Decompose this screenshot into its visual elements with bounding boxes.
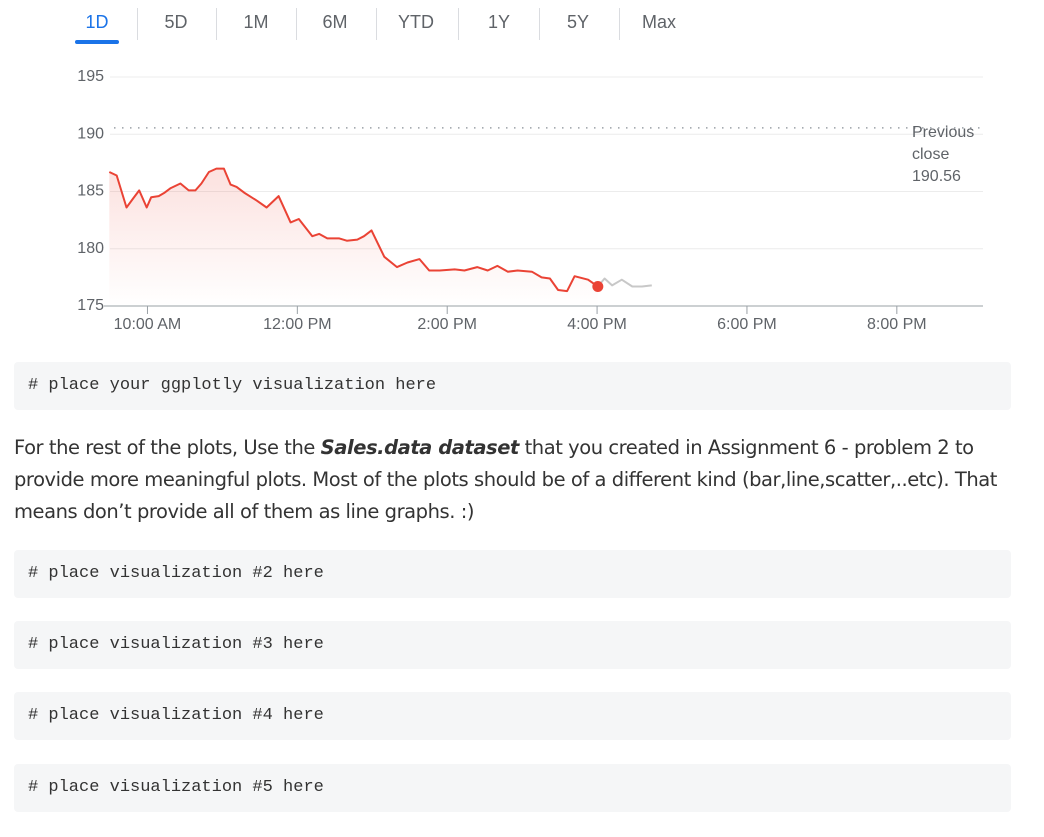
range-tab[interactable]: 1M (243, 12, 269, 32)
range-tab[interactable]: Max (641, 12, 676, 32)
emphasis: Sales.data dataset (320, 436, 520, 459)
y-tick-label: 180 (77, 240, 104, 257)
active-tab-underline (75, 40, 119, 44)
range-tab[interactable]: 1Y (487, 12, 511, 32)
x-tick-label: 6:00 PM (717, 316, 777, 333)
code-block: # place visualization #2 here (14, 550, 1011, 598)
y-tick-label: 185 (77, 183, 104, 200)
tab-separator (375, 8, 377, 40)
tab-separator (295, 8, 297, 40)
stock-chart: 175 180 185 190 195 10:00 AM 12:00 PM 2:00 PM 4:… (77, 68, 983, 333)
code-block: # place visualization #5 here (14, 764, 1011, 812)
tab-separator (538, 8, 540, 40)
tab-separator (136, 8, 138, 40)
range-tab[interactable]: 1D (85, 12, 109, 32)
previous-close-label: Previous (912, 124, 974, 141)
code-block: # place your ggplotly visualization here (14, 362, 1011, 410)
range-tab[interactable]: YTD (398, 12, 434, 32)
tab-separator (618, 8, 620, 40)
text: For the rest of the plots, Use the (14, 436, 321, 459)
tab-separator (216, 8, 217, 40)
line (597, 277, 652, 288)
last-point (592, 281, 604, 293)
x-tick-label: 4:00 PM (567, 316, 627, 333)
x-tick-label: 2:00 PM (417, 316, 477, 333)
range-tab[interactable]: 6M (322, 12, 348, 32)
text: that you created in Assignment 6 - probl… (14, 436, 997, 523)
code-block: # place visualization #4 here (14, 692, 1011, 740)
y-tick-label: 190 (77, 125, 104, 142)
previous-close-label: close (912, 146, 949, 163)
y-tick-label: 175 (77, 297, 104, 314)
previous-close-value: 190.56 (912, 168, 961, 185)
x-tick-label: 12:00 PM (263, 316, 331, 333)
range-tab[interactable]: 5Y (566, 12, 590, 32)
y-tick-label: 195 (77, 68, 104, 85)
code-block: # place visualization #3 here (14, 621, 1011, 669)
x-tick-label: 8:00 PM (867, 316, 927, 333)
range-tab[interactable]: 5D (164, 12, 188, 32)
range-tabs: 1D 5D 1M 6M YTD 1Y 5Y Max (0, 0, 1044, 50)
x-tick-label: 10:00 AM (114, 316, 182, 333)
paragraph: For the rest of the plots, Use the Sales… (14, 432, 1024, 528)
line-area (109, 168, 598, 306)
tab-separator (457, 8, 459, 40)
line (108, 167, 599, 293)
